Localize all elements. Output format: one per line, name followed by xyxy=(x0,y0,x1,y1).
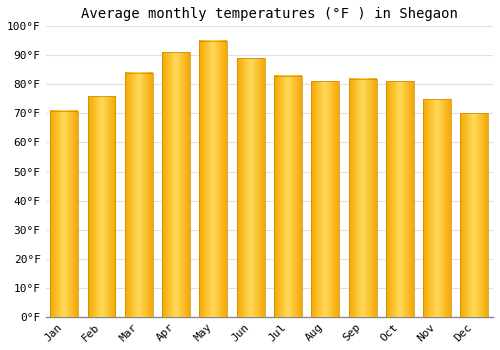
Bar xyxy=(348,78,376,317)
Bar xyxy=(274,76,302,317)
Bar xyxy=(200,41,228,317)
Bar xyxy=(312,82,339,317)
Bar xyxy=(386,82,414,317)
Bar xyxy=(460,113,488,317)
Bar xyxy=(88,96,116,317)
Bar xyxy=(162,52,190,317)
Bar xyxy=(125,73,153,317)
Title: Average monthly temperatures (°F ) in Shegaon: Average monthly temperatures (°F ) in Sh… xyxy=(81,7,458,21)
Bar xyxy=(236,58,264,317)
Bar xyxy=(50,111,78,317)
Bar xyxy=(423,99,451,317)
